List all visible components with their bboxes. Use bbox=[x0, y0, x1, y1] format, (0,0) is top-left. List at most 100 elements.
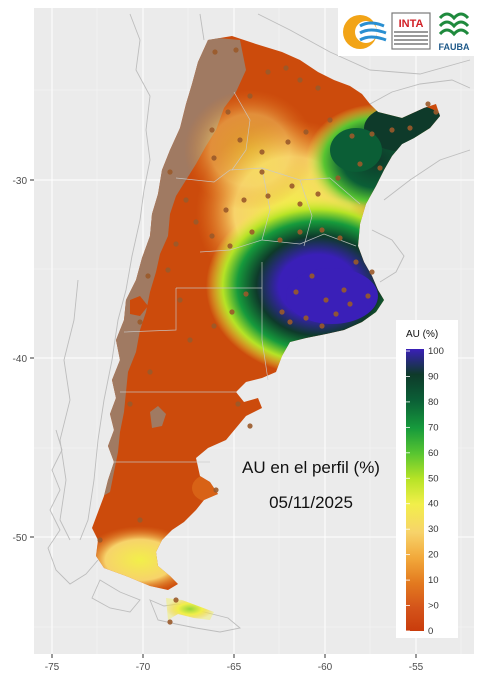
station-marker bbox=[145, 273, 151, 279]
station-marker bbox=[425, 101, 431, 107]
station-marker bbox=[209, 127, 215, 133]
station-marker bbox=[369, 131, 375, 137]
station-marker bbox=[315, 85, 321, 91]
legend-label: 40 bbox=[428, 499, 439, 510]
station-marker bbox=[365, 293, 371, 299]
station-marker bbox=[241, 197, 247, 203]
x-tick-label: -70 bbox=[136, 662, 151, 673]
station-marker bbox=[297, 77, 303, 83]
station-marker bbox=[319, 323, 325, 329]
inta-logo: INTA bbox=[391, 12, 431, 50]
logo-strip: INTA FAUBA bbox=[338, 8, 474, 56]
map-date: 05/11/2025 bbox=[269, 493, 353, 512]
station-marker bbox=[127, 401, 133, 407]
legend-label: 0 bbox=[428, 626, 433, 637]
station-marker bbox=[223, 207, 229, 213]
station-marker bbox=[227, 243, 233, 249]
legend-label: 100 bbox=[428, 346, 444, 357]
station-marker bbox=[209, 233, 215, 239]
y-tick-label: -50 bbox=[13, 533, 28, 544]
station-marker bbox=[177, 297, 183, 303]
x-tick-label: -60 bbox=[318, 662, 333, 673]
legend-label: 50 bbox=[428, 473, 439, 484]
station-marker bbox=[183, 197, 189, 203]
legend-label: >0 bbox=[428, 601, 439, 612]
station-marker bbox=[297, 201, 303, 207]
station-marker bbox=[347, 301, 353, 307]
x-tick-label: -75 bbox=[45, 662, 60, 673]
station-marker bbox=[303, 129, 309, 135]
station-marker bbox=[265, 69, 271, 75]
station-marker bbox=[249, 229, 255, 235]
station-marker bbox=[315, 191, 321, 197]
station-marker bbox=[229, 309, 235, 315]
station-marker bbox=[97, 537, 103, 543]
station-marker bbox=[235, 401, 241, 407]
legend-box bbox=[396, 320, 458, 638]
station-marker bbox=[303, 315, 309, 321]
station-marker bbox=[147, 369, 153, 375]
station-marker bbox=[259, 149, 265, 155]
station-marker bbox=[297, 229, 303, 235]
station-marker bbox=[265, 193, 271, 199]
station-marker bbox=[212, 49, 218, 55]
station-marker bbox=[327, 117, 333, 123]
station-marker bbox=[349, 133, 355, 139]
legend-label: 20 bbox=[428, 550, 439, 561]
station-marker bbox=[407, 125, 413, 131]
station-marker bbox=[165, 267, 171, 273]
station-marker bbox=[341, 287, 347, 293]
station-marker bbox=[377, 165, 383, 171]
station-marker bbox=[279, 309, 285, 315]
legend-label: 60 bbox=[428, 448, 439, 459]
station-marker bbox=[287, 319, 293, 325]
station-marker bbox=[187, 337, 193, 343]
station-marker bbox=[309, 273, 315, 279]
station-marker bbox=[237, 137, 243, 143]
station-marker bbox=[213, 487, 219, 493]
legend-label: 70 bbox=[428, 422, 439, 433]
legend-label: 10 bbox=[428, 575, 439, 586]
station-marker bbox=[137, 319, 143, 325]
legend-title: AU (%) bbox=[406, 329, 438, 340]
station-marker bbox=[233, 47, 239, 53]
station-marker bbox=[333, 311, 339, 317]
station-marker bbox=[173, 597, 179, 603]
legend-label: 30 bbox=[428, 524, 439, 535]
station-marker bbox=[137, 517, 143, 523]
station-marker bbox=[259, 169, 265, 175]
svg-text:INTA: INTA bbox=[399, 18, 424, 30]
station-marker bbox=[283, 65, 289, 71]
station-marker bbox=[247, 93, 253, 99]
water-logo bbox=[343, 15, 387, 49]
tierra-del-fuego bbox=[166, 598, 214, 620]
svg-text:FAUBA: FAUBA bbox=[439, 42, 470, 52]
station-marker bbox=[389, 127, 395, 133]
station-marker bbox=[211, 155, 217, 161]
x-tick-label: -55 bbox=[409, 662, 424, 673]
station-marker bbox=[211, 323, 217, 329]
map-title: AU en el perfil (%) bbox=[242, 458, 380, 477]
axes: -75 -70 -65 -60 -55 -30 -40 -50 bbox=[13, 176, 424, 673]
station-marker bbox=[293, 289, 299, 295]
station-marker bbox=[167, 619, 173, 625]
y-tick-label: -30 bbox=[13, 176, 28, 187]
legend-label: 80 bbox=[428, 397, 439, 408]
station-marker bbox=[323, 297, 329, 303]
legend-colorbar bbox=[406, 349, 424, 631]
station-marker bbox=[289, 183, 295, 189]
legend-label: 90 bbox=[428, 371, 439, 382]
station-marker bbox=[319, 227, 325, 233]
station-marker bbox=[433, 109, 439, 115]
station-marker bbox=[193, 219, 199, 225]
station-marker bbox=[357, 161, 363, 167]
x-tick-label: -65 bbox=[227, 662, 242, 673]
station-marker bbox=[247, 423, 253, 429]
station-marker bbox=[337, 235, 343, 241]
station-marker bbox=[225, 109, 231, 115]
station-marker bbox=[167, 169, 173, 175]
station-marker bbox=[277, 237, 283, 243]
station-marker bbox=[243, 291, 249, 297]
